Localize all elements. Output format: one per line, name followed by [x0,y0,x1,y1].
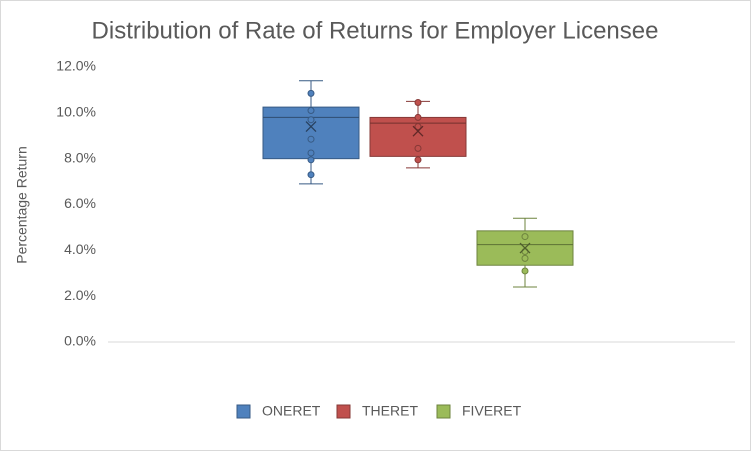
data-point [521,267,529,275]
y-tick-label: 10.0% [56,104,96,120]
data-point [307,135,315,143]
data-point [307,116,315,124]
y-tick-label: 2.0% [64,287,96,303]
legend-swatch [436,404,451,419]
data-point [414,156,422,164]
legend-label: ONERET [262,403,321,419]
mean-marker [519,242,531,254]
data-point [307,107,315,115]
y-tick-label: 12.0% [56,58,96,74]
data-point [307,156,315,164]
legend-label: THERET [362,403,418,419]
mean-marker [412,125,424,137]
y-tick-label: 4.0% [64,241,96,257]
legend-swatch [236,404,251,419]
data-point [307,149,315,157]
legend-swatch [336,404,351,419]
y-tick-label: 0.0% [64,333,96,349]
data-point [307,171,315,179]
data-point [414,144,422,152]
data-point [521,233,529,241]
data-point [414,99,422,107]
y-tick-label: 6.0% [64,195,96,211]
data-point [414,113,422,121]
y-tick-label: 8.0% [64,149,96,165]
data-point [414,123,422,131]
mean-marker [305,121,317,133]
y-axis-label: Percentage Return [14,146,30,264]
chart-title: Distribution of Rate of Returns for Empl… [92,17,659,44]
data-point [307,89,315,97]
data-point [521,254,529,262]
legend-label: FIVERET [462,403,522,419]
